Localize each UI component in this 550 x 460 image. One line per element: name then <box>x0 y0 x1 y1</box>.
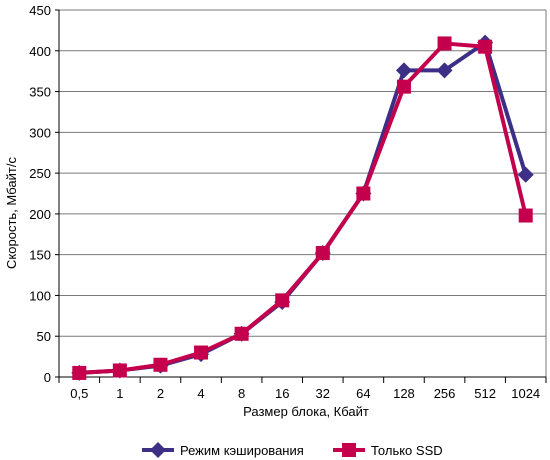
legend-item: Режим кэширования <box>142 442 304 458</box>
x-tick-label: 512 <box>474 386 496 401</box>
x-tick-label: 8 <box>238 386 245 401</box>
x-tick-label: 32 <box>316 386 330 401</box>
legend-item: Только SSD <box>333 443 443 458</box>
data-point-square <box>275 293 290 308</box>
data-point-diamond <box>436 62 453 79</box>
data-point-square <box>396 79 411 94</box>
legend-square-icon <box>342 443 356 457</box>
axes: 0 50 100 150 200 250 300 350 400 450 0,5 1 2 4 8 16 32 64… <box>29 3 547 401</box>
y-tick-label: 50 <box>37 329 51 344</box>
series-1 <box>71 34 534 381</box>
data-point-square <box>437 36 452 51</box>
data-point-square <box>315 246 330 261</box>
data-point-square <box>234 326 249 341</box>
x-tick-label: 2 <box>157 386 164 401</box>
legend-diamond-icon <box>150 442 166 458</box>
y-tick-label: 350 <box>29 85 51 100</box>
data-point-square <box>153 357 168 372</box>
y-tick-label: 450 <box>29 3 51 18</box>
x-tick-label: 256 <box>434 386 456 401</box>
data-point-diamond <box>395 62 412 79</box>
y-axis-title: Скорость, Мбайт/с <box>4 157 19 269</box>
x-tick-label: 1 <box>116 386 123 401</box>
series-2 <box>72 36 533 380</box>
y-tick-label: 400 <box>29 44 51 59</box>
y-tick-label: 250 <box>29 166 51 181</box>
y-tick-label: 100 <box>29 288 51 303</box>
data-point-square <box>72 365 87 380</box>
x-tick-label: 16 <box>275 386 289 401</box>
y-tick-label: 300 <box>29 125 51 140</box>
x-tick-label: 1024 <box>511 386 540 401</box>
data-point-square <box>518 208 533 223</box>
legend: Режим кэширования Только SSD <box>142 442 443 458</box>
data-point-square <box>112 363 127 378</box>
x-axis-title: Размер блока, Кбайт <box>243 404 369 419</box>
x-tick-label: 64 <box>356 386 370 401</box>
grid <box>59 9 547 377</box>
data-point-square <box>356 186 371 201</box>
data-point-diamond <box>517 166 534 183</box>
data-point-square <box>478 39 493 54</box>
series-line <box>79 40 528 375</box>
x-tick-label: 4 <box>197 386 204 401</box>
x-tick-label: 0,5 <box>70 386 88 401</box>
y-tick-label: 150 <box>29 248 51 263</box>
legend-label: Только SSD <box>371 443 443 458</box>
y-tick-label: 200 <box>29 207 51 222</box>
x-tick-label: 128 <box>393 386 415 401</box>
series-line <box>79 41 528 375</box>
data-point-square <box>194 345 209 360</box>
legend-label: Режим кэширования <box>180 443 304 458</box>
series <box>71 34 534 381</box>
y-tick-label: 0 <box>44 370 51 385</box>
